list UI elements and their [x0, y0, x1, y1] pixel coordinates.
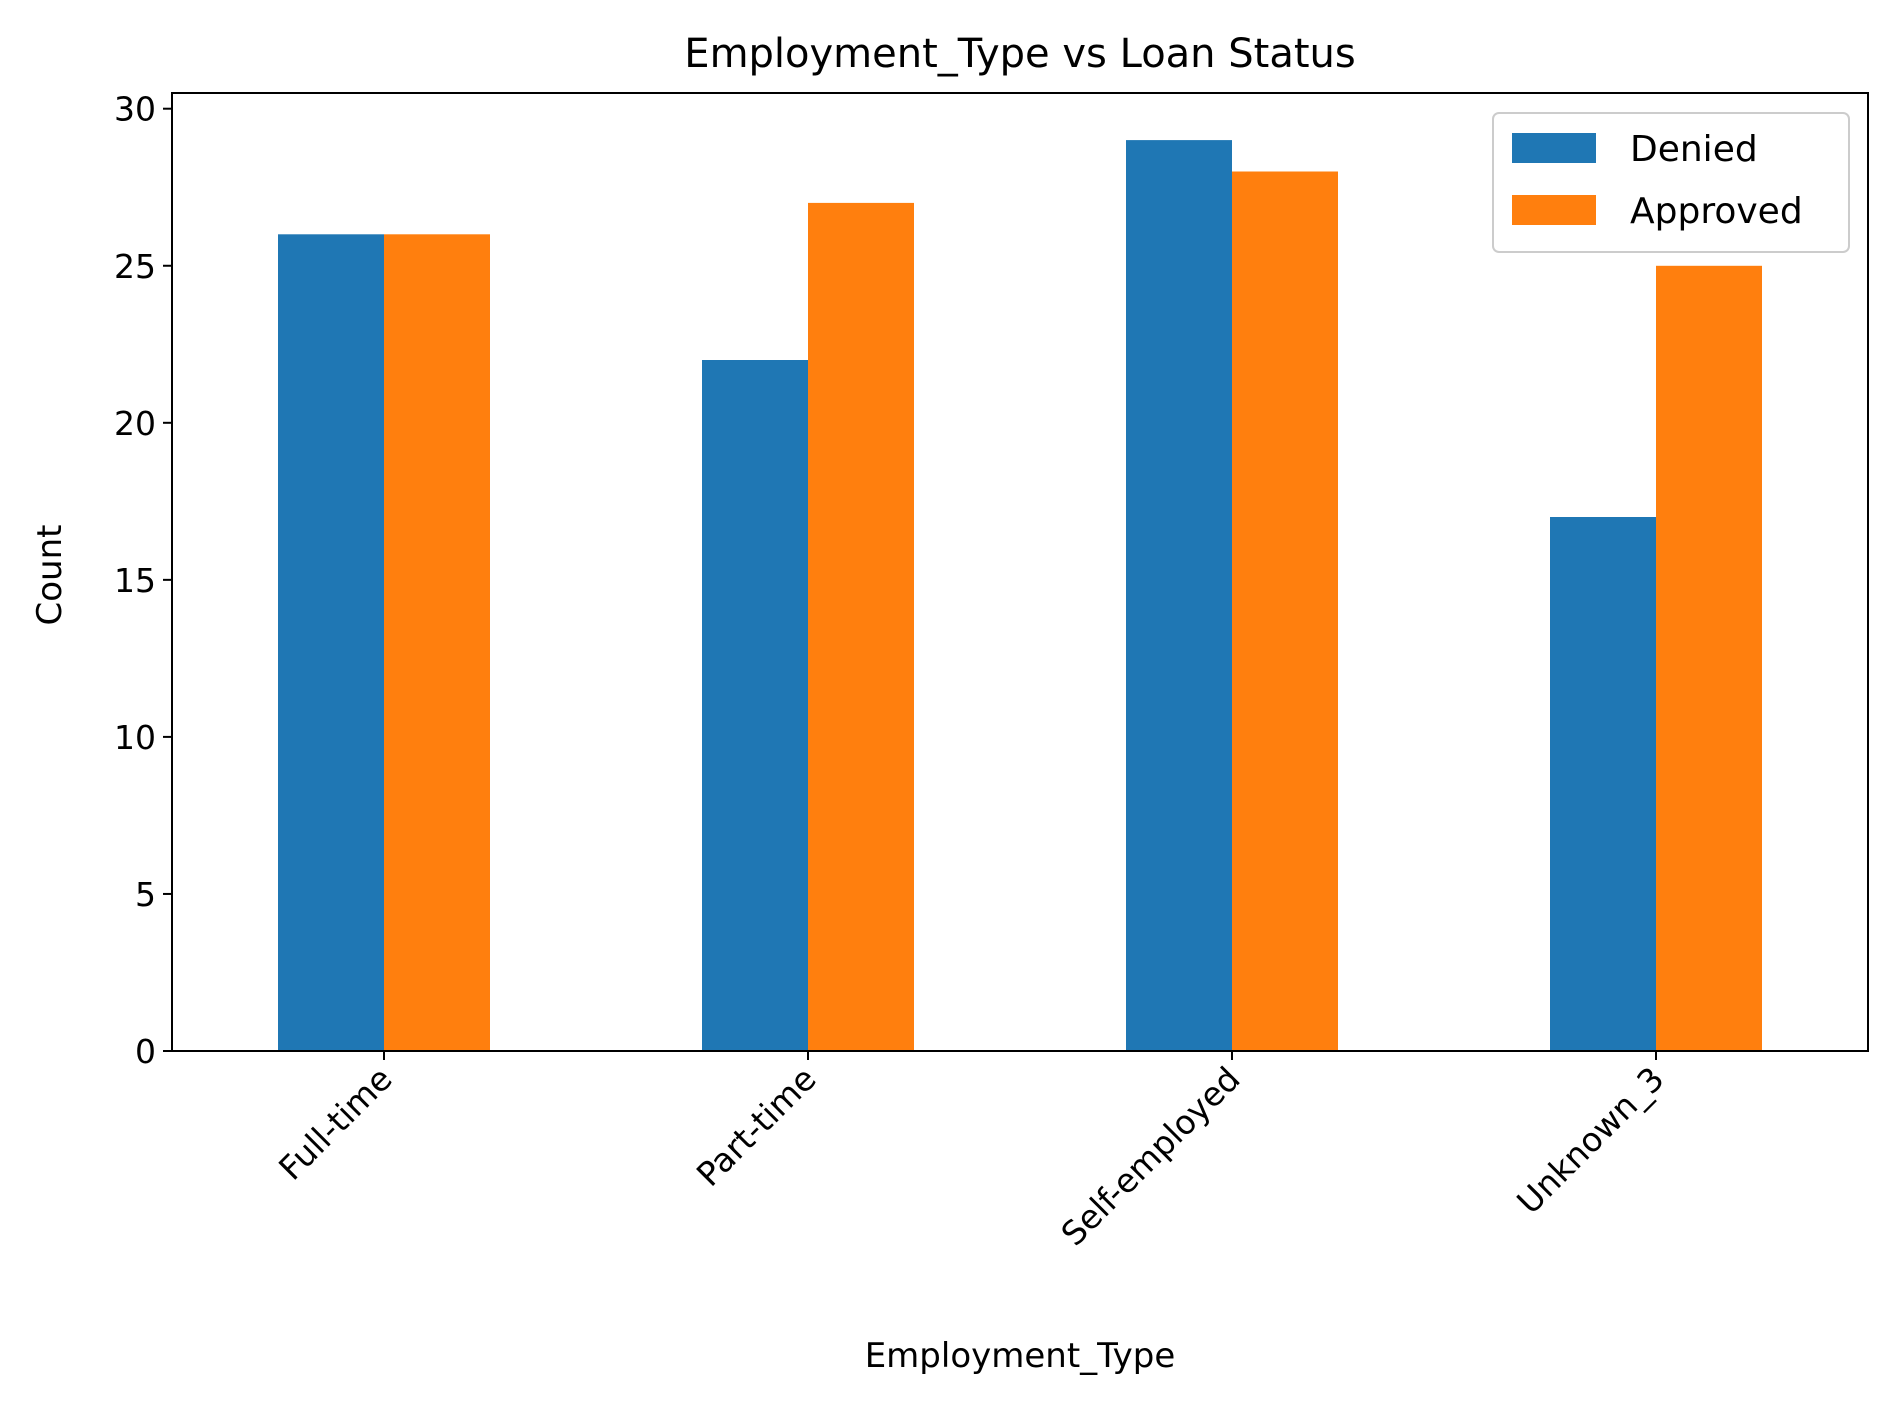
- legend-swatch-approved: [1512, 195, 1596, 225]
- legend-label-denied: Denied: [1630, 129, 1758, 170]
- x-axis-title: Employment_Type: [865, 1336, 1176, 1376]
- bar-denied-self-employed: [1126, 140, 1232, 1052]
- x-tick-label: Unknown_3: [1509, 1059, 1671, 1221]
- y-tick-label: 10: [114, 718, 156, 757]
- bar-approved-unknown_3: [1656, 265, 1762, 1051]
- bar-denied-part-time: [702, 360, 808, 1051]
- y-tick-label: 15: [114, 561, 156, 600]
- legend-label-approved: Approved: [1630, 191, 1803, 232]
- y-tick-label: 5: [135, 875, 156, 914]
- legend-swatch-denied: [1512, 133, 1596, 163]
- chart-title: Employment_Type vs Loan Status: [684, 31, 1355, 77]
- bar-denied-full-time: [278, 234, 384, 1052]
- y-tick-label: 0: [135, 1032, 156, 1071]
- x-tick-label: Full-time: [271, 1059, 400, 1188]
- plot-area: 0 5 10 15 20 25 30 Full-time Part-time Self-emplo…: [114, 90, 1869, 1253]
- bar-denied-unknown_3: [1550, 517, 1656, 1051]
- legend: Denied Approved: [1492, 112, 1850, 253]
- bar-approved-self-employed: [1232, 171, 1338, 1051]
- y-tick-label: 20: [114, 404, 156, 443]
- y-tick-label: 30: [114, 90, 156, 129]
- y-tick-label: 25: [114, 247, 156, 286]
- x-tick-label: Part-time: [689, 1059, 824, 1194]
- bar-approved-part-time: [808, 202, 914, 1051]
- plot-frame: [171, 92, 1869, 1052]
- x-tick-label: Self-employed: [1053, 1059, 1247, 1253]
- bar-approved-full-time: [384, 234, 490, 1052]
- y-axis-title: Count: [30, 525, 70, 626]
